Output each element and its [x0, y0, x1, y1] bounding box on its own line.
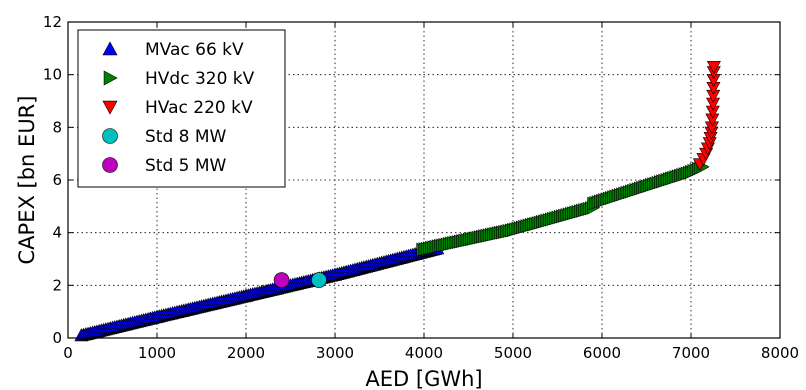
- legend-marker: [102, 157, 118, 173]
- x-tick-label: 8000: [761, 344, 799, 362]
- y-tick-label: 6: [52, 171, 62, 189]
- data-point: [706, 60, 721, 74]
- x-tick-label: 5000: [494, 344, 532, 362]
- series-std-5-mw: [273, 272, 290, 288]
- series-std-8-mw: [311, 272, 327, 288]
- legend-entry: HVdc 320 kV: [103, 69, 255, 89]
- x-tick-label: 0: [63, 344, 73, 362]
- data-markers: [74, 60, 721, 342]
- y-axis-label: CAPEX [bn EUR]: [15, 96, 39, 265]
- y-tick-label: 2: [52, 276, 62, 294]
- series-hvac-220-kv: [692, 60, 721, 172]
- legend: MVac 66 kV HVdc 320 kV HVac 220 kV Std 8 MW…: [77, 29, 286, 188]
- legend-entry: Std 8 MW: [102, 127, 227, 147]
- y-tick-label: 12: [43, 13, 62, 31]
- legend-label: Std 8 MW: [145, 127, 227, 147]
- data-point: [311, 272, 327, 288]
- legend-marker: [102, 100, 118, 115]
- legend-marker: [102, 128, 118, 144]
- y-tick-label: 10: [43, 66, 62, 84]
- x-tick-label: 3000: [316, 344, 354, 362]
- x-tick-label: 4000: [405, 344, 443, 362]
- y-tick-label: 8: [52, 118, 62, 136]
- x-axis-label: AED [GWh]: [365, 367, 482, 390]
- series-mvac-66-kv: [74, 241, 445, 342]
- legend-marker: [103, 70, 118, 86]
- x-tick-label: 2000: [227, 344, 265, 362]
- y-tick-label: 4: [52, 224, 62, 242]
- legend-entry: MVac 66 kV: [102, 40, 244, 60]
- data-point: [273, 272, 290, 288]
- axis-ticks: 0 1000 2000 3000 4000 5000 6000 7000 8000 0 2 4 6 8 10…: [43, 13, 799, 362]
- x-tick-label: 7000: [672, 344, 710, 362]
- series-hvdc-320-kv: [416, 159, 710, 257]
- legend-label: Std 5 MW: [145, 156, 227, 176]
- legend-marker: [102, 41, 118, 56]
- legend-entry: HVac 220 kV: [102, 98, 253, 118]
- legend-label: HVdc 320 kV: [145, 69, 255, 89]
- x-tick-label: 6000: [583, 344, 621, 362]
- legend-label: HVac 220 kV: [145, 98, 253, 118]
- x-tick-label: 1000: [138, 344, 176, 362]
- legend-label: MVac 66 kV: [145, 40, 244, 60]
- legend-entry: Std 5 MW: [102, 156, 227, 176]
- y-tick-label: 0: [52, 329, 62, 347]
